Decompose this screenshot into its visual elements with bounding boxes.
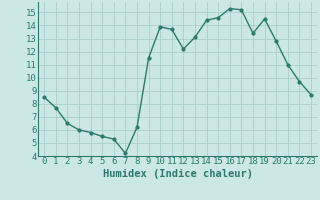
X-axis label: Humidex (Indice chaleur): Humidex (Indice chaleur): [103, 169, 252, 179]
